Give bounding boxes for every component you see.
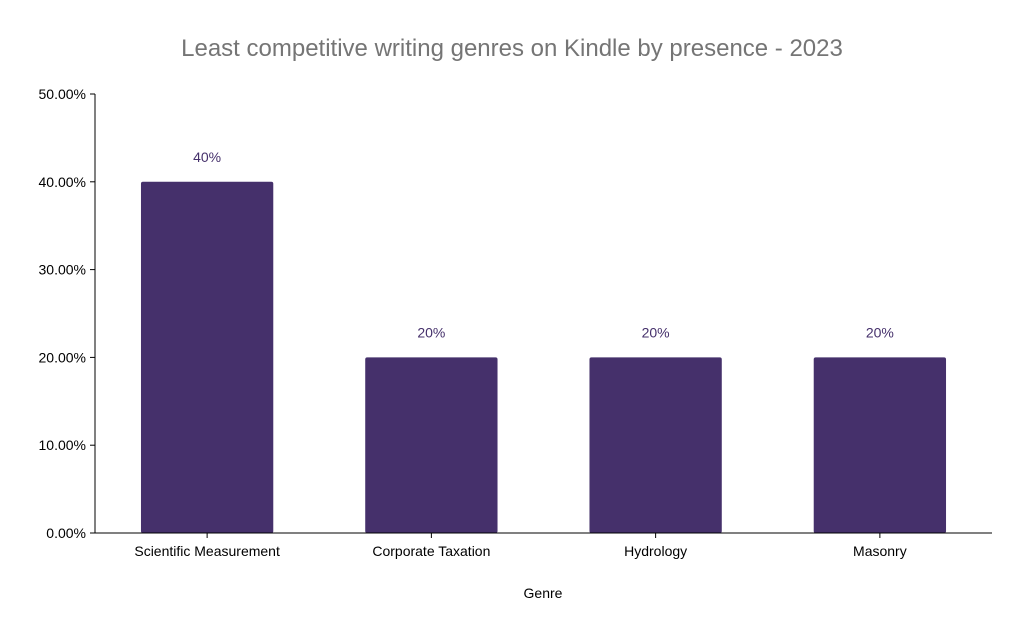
y-tick-label: 30.00% [39, 262, 86, 278]
data-labels: 40% 20% 20% 20% [193, 149, 894, 341]
x-tick-label: Masonry [853, 543, 907, 559]
y-tick-label: 0.00% [46, 525, 86, 541]
y-axis: 0.00% 10.00% 20.00% 30.00% 40.00% 50.00% [39, 86, 96, 541]
bar [365, 357, 498, 533]
bar-value-label: 40% [193, 149, 221, 165]
y-tick-label: 10.00% [39, 437, 86, 453]
x-tick-label: Scientific Measurement [134, 543, 280, 559]
bars [140, 181, 947, 534]
y-tick-label: 50.00% [39, 86, 86, 102]
bar [140, 181, 274, 534]
y-tick-label: 40.00% [39, 174, 86, 190]
chart-title: Least competitive writing genres on Kind… [181, 35, 843, 62]
bar [589, 357, 722, 533]
bar-value-label: 20% [642, 324, 670, 340]
x-axis-label: Genre [524, 585, 563, 601]
bar-value-label: 20% [417, 324, 445, 340]
x-tick-label: Corporate Taxation [372, 543, 490, 559]
x-axis: Scientific Measurement Corporate Taxation… [95, 532, 992, 559]
bar [813, 357, 947, 533]
bar-value-label: 20% [866, 324, 894, 340]
y-tick-label: 20.00% [39, 349, 86, 365]
x-tick-label: Hydrology [624, 543, 687, 559]
